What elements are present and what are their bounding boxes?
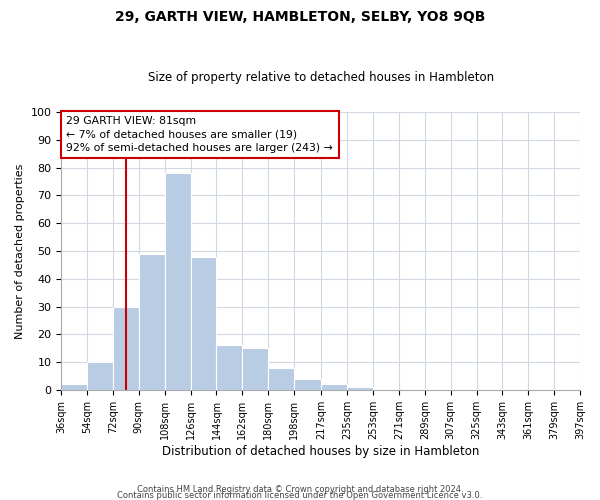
Bar xyxy=(217,346,242,390)
Bar xyxy=(61,384,87,390)
Text: 29 GARTH VIEW: 81sqm
← 7% of detached houses are smaller (19)
92% of semi-detach: 29 GARTH VIEW: 81sqm ← 7% of detached ho… xyxy=(67,116,333,152)
Text: Contains public sector information licensed under the Open Government Licence v3: Contains public sector information licen… xyxy=(118,490,482,500)
Bar xyxy=(322,384,347,390)
Bar xyxy=(347,387,373,390)
Bar xyxy=(294,378,322,390)
Y-axis label: Number of detached properties: Number of detached properties xyxy=(15,164,25,338)
X-axis label: Distribution of detached houses by size in Hambleton: Distribution of detached houses by size … xyxy=(162,444,479,458)
Bar xyxy=(242,348,268,390)
Bar xyxy=(191,256,217,390)
Bar xyxy=(268,368,294,390)
Text: Contains HM Land Registry data © Crown copyright and database right 2024.: Contains HM Land Registry data © Crown c… xyxy=(137,485,463,494)
Title: Size of property relative to detached houses in Hambleton: Size of property relative to detached ho… xyxy=(148,72,494,85)
Text: 29, GARTH VIEW, HAMBLETON, SELBY, YO8 9QB: 29, GARTH VIEW, HAMBLETON, SELBY, YO8 9Q… xyxy=(115,10,485,24)
Bar xyxy=(139,254,165,390)
Bar xyxy=(113,306,139,390)
Bar xyxy=(87,362,113,390)
Bar xyxy=(165,173,191,390)
